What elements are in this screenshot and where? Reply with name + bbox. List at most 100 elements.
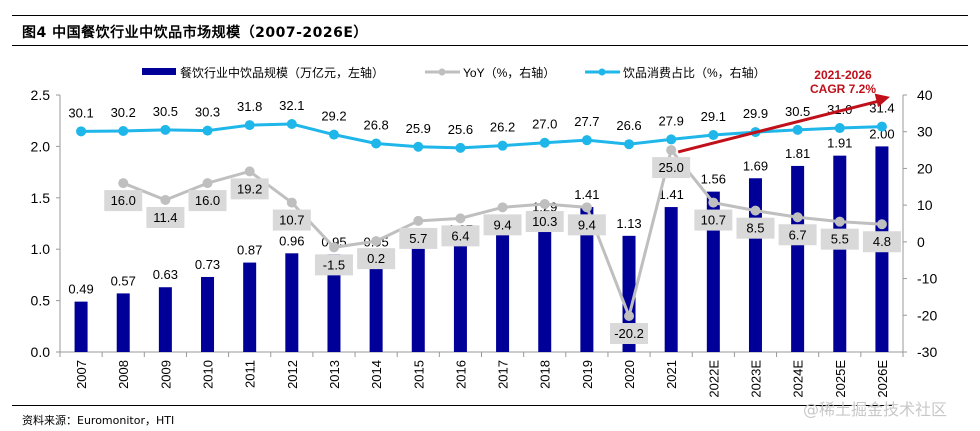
x-axis-tick-label: 2016: [453, 360, 468, 389]
yoy-label-box: [441, 225, 480, 247]
bar: [285, 253, 299, 352]
figure-title: 图4 中国餐饮行业中饮品市场规模（2007-2026E）: [22, 25, 368, 41]
bar: [706, 191, 720, 352]
yoy-label-box: [188, 190, 227, 212]
yoy-point: [624, 311, 635, 322]
share-data-label: 30.1: [68, 105, 93, 120]
yoy-point: [160, 195, 171, 206]
yoy-label-box: [104, 190, 143, 212]
yoy-point: [455, 213, 466, 224]
bar: [369, 254, 383, 352]
yoy-data-label: 6.7: [789, 227, 807, 242]
legend-swatch-marker: [438, 68, 446, 76]
yoy-label-box: [230, 178, 269, 200]
share-point: [497, 140, 508, 151]
cagr-arrow-line: [677, 99, 881, 154]
left-axis-tick-label: 0.5: [31, 293, 51, 309]
yoy-label-box: [862, 231, 901, 253]
share-data-label: 29.1: [701, 109, 726, 124]
yoy-label-box: [146, 207, 185, 229]
bar: [622, 235, 636, 352]
share-point: [328, 129, 339, 140]
yoy-data-label: 16.0: [195, 193, 220, 208]
bar: [74, 301, 88, 352]
yoy-label-box: [694, 209, 733, 231]
watermark: @稀土掘金技术社区: [803, 400, 948, 419]
share-data-label: 32.1: [279, 98, 304, 113]
share-point: [202, 125, 213, 136]
share-data-label: 26.6: [616, 118, 641, 133]
share-point: [539, 137, 550, 148]
x-axis-tick-label: 2014: [369, 360, 384, 389]
x-axis-tick-label: 2024E: [791, 360, 806, 398]
share-point: [455, 142, 466, 153]
yoy-data-label: 5.7: [409, 231, 427, 246]
right-axis-tick-label: 10: [917, 197, 933, 213]
right-axis-tick-label: 40: [917, 87, 933, 103]
yoy-point: [834, 216, 845, 227]
yoy-label-box: [820, 228, 859, 250]
yoy-data-label: 10.7: [701, 213, 726, 228]
x-axis-tick-label: 2022E: [706, 360, 721, 398]
share-point: [834, 123, 845, 134]
share-point: [371, 138, 382, 149]
share-data-label: 30.3: [195, 105, 220, 120]
bar: [116, 293, 130, 352]
share-data-label: 29.2: [321, 109, 346, 124]
share-data-label: 27.9: [659, 113, 684, 128]
right-axis-tick-label: 20: [917, 160, 933, 176]
yoy-data-label: 6.4: [451, 228, 469, 243]
yoy-data-label: 16.0: [111, 193, 136, 208]
bar: [538, 219, 552, 352]
x-axis-tick-label: 2011: [243, 360, 258, 388]
bar: [201, 276, 215, 352]
x-axis-tick-label: 2013: [327, 360, 342, 389]
share-point: [413, 141, 424, 152]
bar-data-label: 1.91: [827, 136, 852, 151]
x-axis-tick-label: 2018: [538, 360, 553, 389]
yoy-label-box: [314, 254, 353, 276]
yoy-data-label: 10.7: [279, 213, 304, 228]
cagr-annotation-period: 2021-2026: [814, 68, 872, 82]
left-axis-tick-label: 1.5: [31, 190, 51, 206]
yoy-label-box: [567, 214, 606, 236]
yoy-data-label: 8.5: [746, 221, 764, 236]
x-axis-tick-label: 2025E: [833, 360, 848, 398]
left-axis-tick-label: 2.5: [31, 87, 51, 103]
share-data-label: 27.0: [532, 117, 557, 132]
bar: [453, 242, 467, 352]
yoy-label-box: [399, 227, 438, 249]
yoy-point: [750, 205, 761, 216]
yoy-data-label: 9.4: [578, 217, 596, 232]
yoy-point: [286, 197, 297, 208]
yoy-point: [244, 166, 255, 177]
share-point: [708, 130, 719, 141]
cagr-arrow-head: [874, 93, 890, 108]
bar-data-label: 0.96: [279, 233, 304, 248]
share-point: [118, 125, 129, 136]
share-data-label: 25.6: [448, 122, 473, 137]
yoy-point: [118, 178, 129, 189]
yoy-point: [792, 212, 803, 223]
x-axis-tick-label: 2023E: [748, 360, 763, 398]
share-data-label: 31.8: [237, 99, 262, 114]
share-point: [160, 124, 171, 135]
x-axis-tick-label: 2020: [622, 360, 637, 389]
top-rule: [12, 15, 968, 16]
share-data-label: 30.2: [111, 105, 136, 120]
yoy-point: [876, 219, 887, 230]
share-point: [792, 124, 803, 135]
right-axis-tick-label: -30: [917, 344, 937, 360]
yoy-data-label: -20.2: [614, 326, 644, 341]
legend-label: YoY（%，右轴）: [463, 65, 555, 80]
bar: [580, 207, 594, 352]
yoy-label-box: [272, 209, 311, 231]
share-data-label: 27.7: [574, 114, 599, 129]
yoy-label-box: [652, 157, 691, 179]
x-axis-tick-label: 2017: [496, 360, 511, 389]
x-axis-tick-label: 2009: [158, 360, 173, 389]
yoy-data-label: 9.4: [494, 217, 512, 232]
bar: [496, 231, 510, 352]
yoy-label-box: [525, 211, 564, 233]
